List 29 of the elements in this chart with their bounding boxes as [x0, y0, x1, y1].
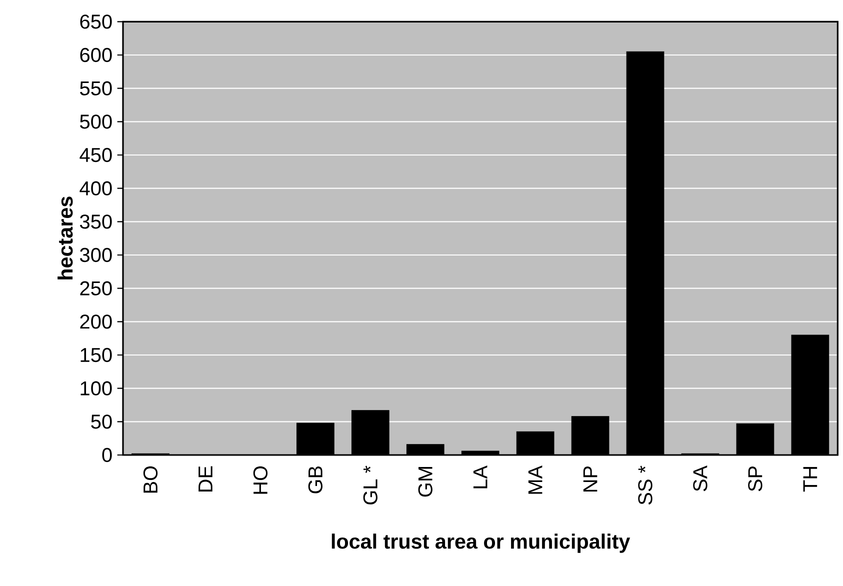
- y-tick-label: 650: [80, 14, 112, 29]
- y-tick-label: 200: [80, 314, 112, 329]
- y-tick-label: 400: [80, 181, 112, 196]
- x-tick-label: SP: [748, 466, 762, 492]
- x-tick-label: GL *: [363, 466, 378, 504]
- y-tick-label: 50: [91, 414, 112, 429]
- x-tick-label: SA: [693, 465, 708, 492]
- x-tick-label: BO: [143, 466, 158, 493]
- x-tick-label: MA: [528, 465, 542, 494]
- x-tick-label: GB: [308, 466, 322, 494]
- y-tick-label: 550: [80, 81, 112, 96]
- y-tick-label: 300: [80, 248, 112, 262]
- y-tick-label: 0: [102, 448, 112, 462]
- y-axis-title: hectares: [58, 196, 73, 280]
- x-tick-label: LA: [473, 465, 488, 488]
- y-tick-label: 250: [80, 281, 112, 296]
- x-tick-label: DE: [198, 466, 212, 492]
- x-axis-title: local trust area or municipality: [332, 534, 630, 553]
- y-tick-label: 100: [80, 381, 112, 396]
- x-tick-label: TH: [803, 467, 818, 492]
- y-tick-label: 600: [80, 48, 112, 62]
- y-tick-label: 150: [80, 348, 112, 362]
- y-tick-label: 450: [80, 148, 112, 162]
- x-tick-label: HO: [253, 466, 268, 494]
- y-tick-label: 500: [80, 114, 112, 129]
- x-tick-label: SS *: [638, 466, 652, 505]
- x-tick-label: NP: [583, 466, 598, 492]
- y-tick-label: 350: [80, 214, 112, 229]
- x-tick-label: GM: [418, 467, 432, 497]
